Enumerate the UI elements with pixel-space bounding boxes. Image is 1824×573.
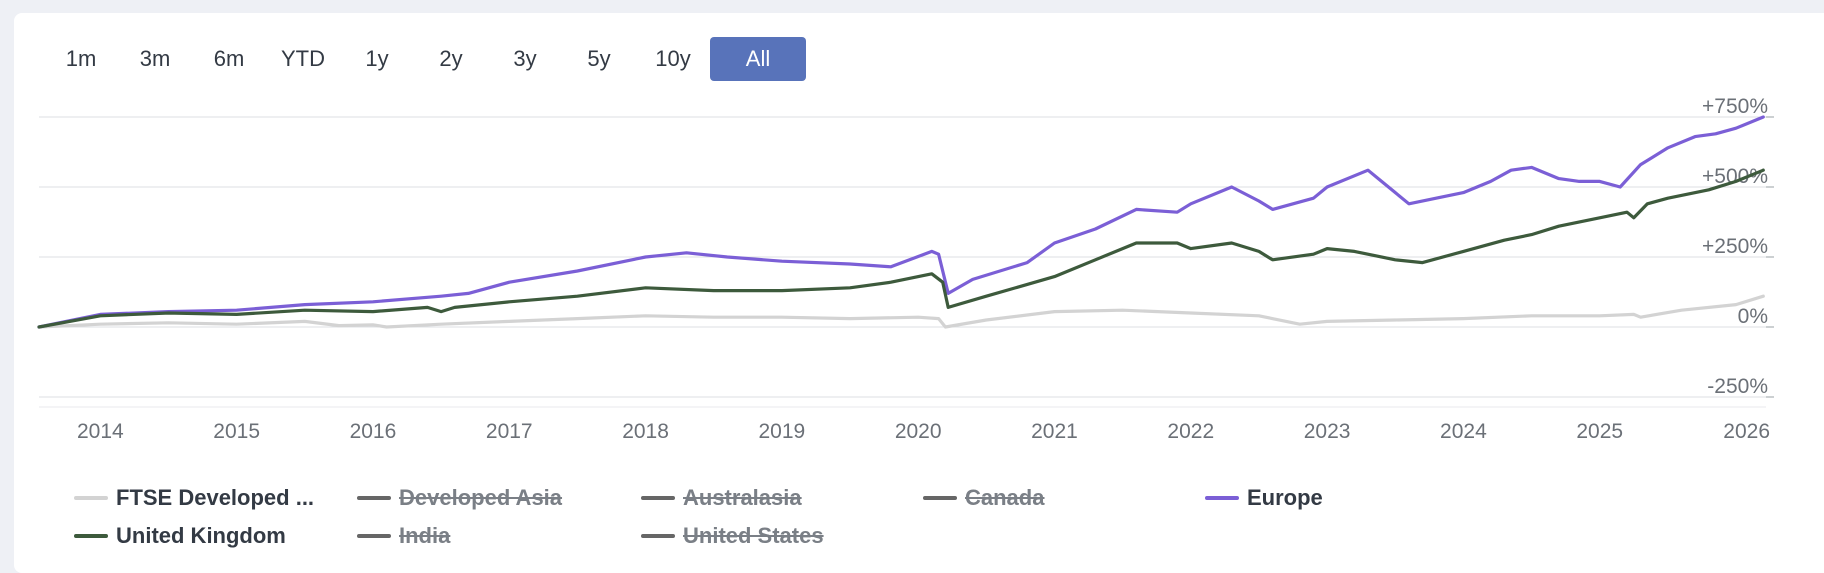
range-button-10y[interactable]: 10y (655, 46, 691, 71)
legend-label: Developed Asia (399, 485, 563, 510)
legend-swatch (74, 496, 108, 500)
range-button-2y[interactable]: 2y (439, 46, 463, 71)
legend-label: FTSE Developed ... (116, 485, 315, 510)
legend-swatch (1205, 496, 1239, 500)
legend-label: Europe (1247, 485, 1323, 510)
series-line-united-kingdom (37, 168, 1765, 329)
x-tick-label: 2025 (1576, 420, 1623, 443)
y-tick-label: 0% (1738, 305, 1768, 328)
x-tick-label: 2014 (77, 420, 124, 443)
legend-swatch (641, 496, 675, 500)
legend-label: United Kingdom (116, 523, 286, 548)
range-button-ytd[interactable]: YTD (281, 46, 325, 71)
x-tick-label: 2026 (1723, 420, 1770, 443)
legend-item-united-states[interactable]: United States (641, 523, 824, 549)
legend-swatch (357, 496, 391, 500)
range-button-1m[interactable]: 1m (65, 46, 97, 71)
x-tick-label: 2019 (759, 420, 806, 443)
legend-item-europe[interactable]: Europe (1205, 485, 1323, 511)
chart-card: 1m 3m 6m YTD 1y 2y 3y 5y 10y All +750% +5… (14, 13, 1824, 573)
legend-swatch (357, 534, 391, 538)
x-tick-label: 2016 (350, 420, 397, 443)
series-line-europe (37, 115, 1765, 329)
range-button-6m[interactable]: 6m (213, 46, 245, 71)
legend-item-united-kingdom[interactable]: United Kingdom (74, 523, 357, 549)
legend-swatch (641, 534, 675, 538)
legend-item-canada[interactable]: Canada (923, 485, 1205, 511)
legend-label: Australasia (683, 485, 802, 510)
range-selector: 1m 3m 6m YTD 1y 2y 3y 5y 10y All (44, 37, 806, 81)
x-tick-label: 2023 (1304, 420, 1351, 443)
y-tick-label: +250% (1702, 235, 1768, 258)
range-button-all[interactable]: All (710, 37, 806, 81)
legend-label: United States (683, 523, 824, 548)
legend-item-australasia[interactable]: Australasia (641, 485, 923, 511)
range-button-5y[interactable]: 5y (587, 46, 611, 71)
x-tick-label: 2017 (486, 420, 533, 443)
x-tick-label: 2021 (1031, 420, 1078, 443)
x-tick-label: 2015 (213, 420, 260, 443)
legend-label: India (399, 523, 451, 548)
x-tick-label: 2022 (1167, 420, 1214, 443)
legend-swatch (923, 496, 957, 500)
range-button-3y[interactable]: 3y (513, 46, 537, 71)
legend-swatch (74, 534, 108, 538)
range-button-3m[interactable]: 3m (139, 46, 171, 71)
legend-label: Canada (965, 485, 1045, 510)
range-button-1y[interactable]: 1y (365, 46, 389, 71)
legend-row: FTSE Developed ... Developed Asia Austra… (74, 479, 1774, 517)
line-chart: +750% +500% +250% 0% -250% 2014 2015 2016 2017 20… (37, 95, 1774, 443)
y-tick-label: +500% (1702, 165, 1768, 188)
legend-row: United Kingdom India United States (74, 517, 1774, 555)
legend: FTSE Developed ... Developed Asia Austra… (74, 479, 1774, 555)
x-tick-label: 2024 (1440, 420, 1487, 443)
x-tick-label: 2020 (895, 420, 942, 443)
legend-item-developed-asia[interactable]: Developed Asia (357, 485, 641, 511)
y-tick-label: +750% (1702, 95, 1768, 118)
y-tick-label: -250% (1707, 375, 1768, 398)
legend-item-india[interactable]: India (357, 523, 641, 549)
legend-item-ftse-developed[interactable]: FTSE Developed ... (74, 485, 357, 511)
series-line-ftse-developed (37, 294, 1765, 329)
x-tick-label: 2018 (622, 420, 669, 443)
